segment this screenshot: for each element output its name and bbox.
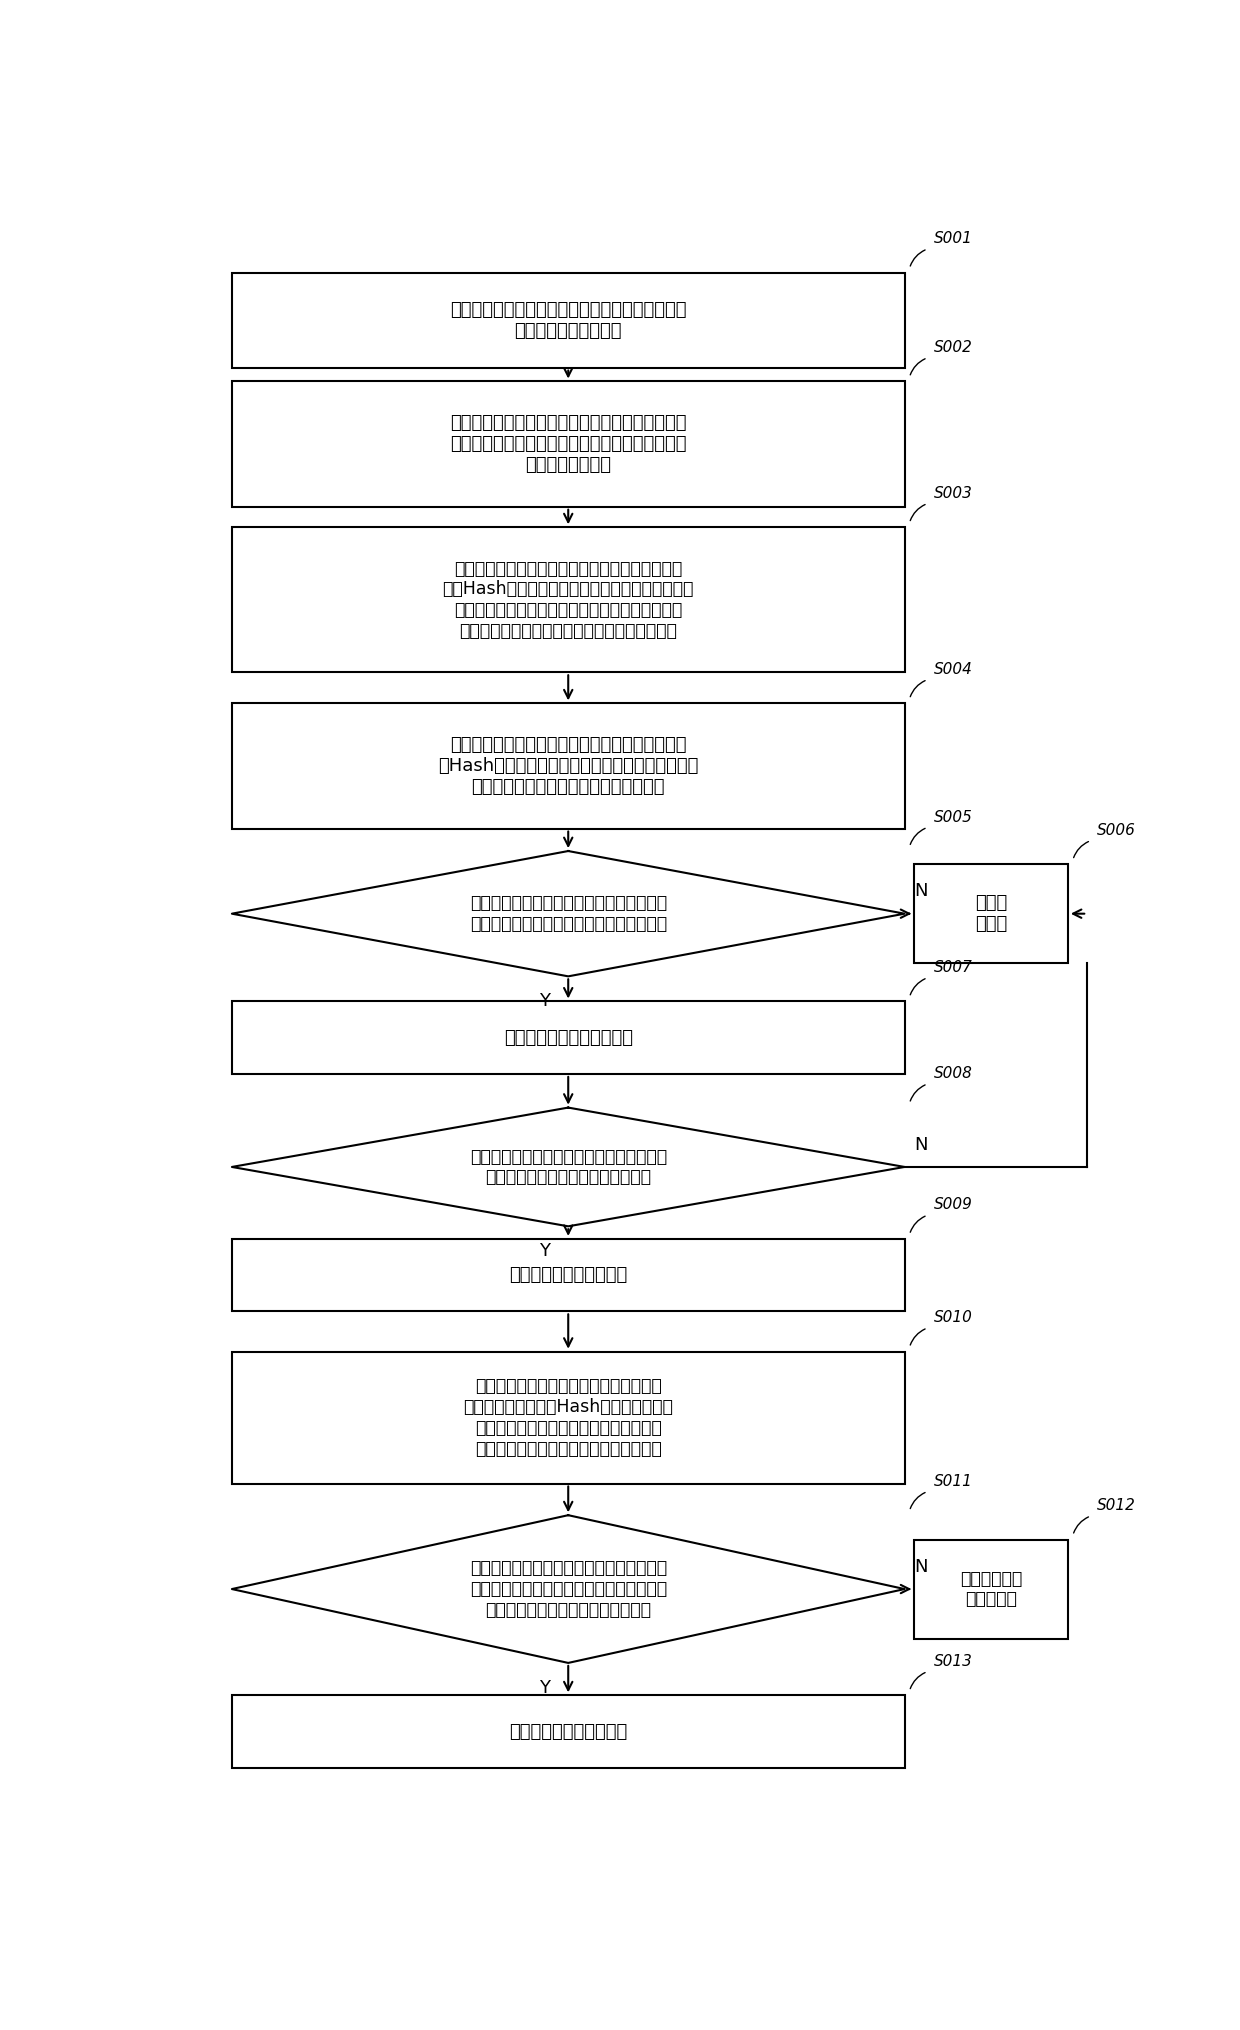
Text: 被论证的阅读器将第三运算结果发送到被论
证的电子标签，被论证的电子标签判断第三
运算结果是否等于第一右半部分结果: 被论证的阅读器将第三运算结果发送到被论 证的电子标签，被论证的电子标签判断第三 …	[470, 1559, 667, 1618]
Text: N: N	[914, 883, 928, 901]
Text: 被论证的阅读器通过论证: 被论证的阅读器通过论证	[510, 1723, 627, 1740]
Text: N: N	[914, 1557, 928, 1575]
Text: N: N	[914, 1135, 928, 1153]
Text: Y: Y	[538, 1242, 549, 1261]
Text: 被论证的阅读
器论证失败: 被论证的阅读 器论证失败	[960, 1569, 1022, 1608]
Text: Y: Y	[538, 1679, 549, 1697]
Bar	[232, 1238, 904, 1311]
Text: S008: S008	[934, 1066, 972, 1082]
Text: 确认被论证的阅读器合法: 确认被论证的阅读器合法	[510, 1267, 627, 1285]
Text: 本次论
证失败: 本次论 证失败	[975, 895, 1007, 934]
Text: S003: S003	[934, 485, 972, 501]
Text: 后台主机从后台数据库中查找与第二运算结
果相匹配的阅读器，判断是否查找到: 后台主机从后台数据库中查找与第二运算结 果相匹配的阅读器，判断是否查找到	[470, 1147, 667, 1186]
Polygon shape	[232, 1514, 905, 1663]
Polygon shape	[232, 1108, 905, 1226]
Bar	[232, 1695, 904, 1768]
Text: 被论证的阅读器对其编号与随机数依次做相或运算
和Hash加密运算得到第二运算结果，并将第一左半
部分结果和第二运算结果发送到后台主机: 被论证的阅读器对其编号与随机数依次做相或运算 和Hash加密运算得到第二运算结果…	[438, 737, 698, 796]
Bar	[232, 1352, 904, 1484]
Text: S006: S006	[1096, 822, 1136, 838]
Bar	[232, 272, 904, 367]
Text: S001: S001	[934, 231, 972, 246]
Polygon shape	[232, 851, 905, 976]
Text: 被论证的电子标签对其编号与随机数依次做相或运
算和Hash加密运算得到第一运算结果，并将第一运
算结果分成第一左半部分结果和第一右半部分结果
后，将第一左半部分: 被论证的电子标签对其编号与随机数依次做相或运 算和Hash加密运算得到第一运算结…	[443, 560, 694, 639]
Text: S013: S013	[934, 1654, 972, 1669]
Text: S011: S011	[934, 1474, 972, 1488]
Text: S002: S002	[934, 341, 972, 355]
Text: 为每个阅读器和电子标签分别设定唯一的编号，并
将其存储到后台数据库: 为每个阅读器和电子标签分别设定唯一的编号，并 将其存储到后台数据库	[450, 300, 687, 339]
Text: S005: S005	[934, 810, 972, 824]
Text: 确认被论证的电子标签合法: 确认被论证的电子标签合法	[503, 1029, 632, 1047]
Text: 后台主机生成随机数，并将随机数传送到被论证的
阅读器，被论证的阅读器向被论证的电子标签发送
查询函数和随机数: 后台主机生成随机数，并将随机数传送到被论证的 阅读器，被论证的阅读器向被论证的电…	[450, 414, 687, 473]
Bar	[914, 865, 1068, 962]
Text: S004: S004	[934, 662, 972, 676]
Text: S009: S009	[934, 1198, 972, 1212]
Text: 后台主机从后台数据库中查找与第一左半部
分结果相匹配的电子标签，判断是否查找到: 后台主机从后台数据库中查找与第一左半部 分结果相匹配的电子标签，判断是否查找到	[470, 895, 667, 934]
Bar	[232, 702, 904, 828]
Text: 后台主机对查找的电子标签的编号与随机
数依次做相或运算和Hash加密运算，取其
运算结果的右半部分作为第三运算结果，
并将第三运算结果发送到被论证的阅读器: 后台主机对查找的电子标签的编号与随机 数依次做相或运算和Hash加密运算，取其 …	[464, 1378, 673, 1458]
Text: S007: S007	[934, 960, 972, 974]
Bar	[232, 528, 904, 672]
Bar	[914, 1539, 1068, 1638]
Bar	[232, 382, 904, 508]
Text: S010: S010	[934, 1309, 972, 1326]
Text: S012: S012	[1096, 1498, 1136, 1512]
Text: Y: Y	[538, 993, 549, 1011]
Bar	[232, 1001, 904, 1074]
